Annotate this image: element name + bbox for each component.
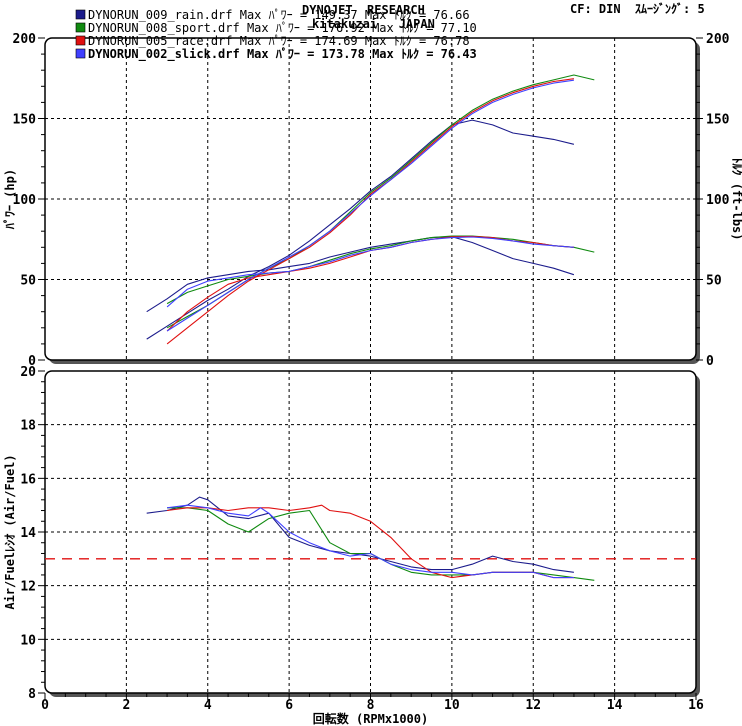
x-tick-label: 14 — [607, 698, 623, 713]
x-tick-label: 10 — [444, 698, 460, 713]
power-ytick-label: 50 — [20, 274, 36, 289]
x-tick-label: 4 — [204, 698, 212, 713]
x-tick-label: 6 — [285, 698, 293, 713]
brand-title: DYNOJET RESEARCH — [302, 3, 425, 17]
x-tick-label: 0 — [41, 698, 49, 713]
power-ytick-label-right: 150 — [706, 113, 730, 128]
power-series-6 — [166, 79, 574, 332]
power-series-3 — [166, 235, 595, 305]
power-series-7 — [166, 236, 574, 308]
legend-swatch — [75, 48, 86, 59]
legend-entry: DYNORUN_002_slick.drf Max ﾊﾟﾜｰ = 173.78 … — [88, 46, 477, 62]
power-series-4 — [166, 78, 574, 345]
brand-subtitle: kitakuzai JAPAN — [312, 17, 435, 31]
power-ytick-label-right: 200 — [706, 32, 730, 47]
power-axis-label: ﾊﾟﾜｰ (hp) — [2, 169, 17, 230]
power-ytick-label: 100 — [13, 193, 37, 208]
rpm-axis-label: 回転数 (RPMx1000) — [313, 711, 428, 726]
x-tick-label: 8 — [367, 698, 375, 713]
af-series-3 — [167, 504, 574, 579]
power-ytick-label: 0 — [28, 354, 36, 369]
af-ytick-label: 8 — [28, 687, 36, 702]
power-series-1 — [146, 236, 575, 313]
torque-axis-label: ﾄﾙｸ (ft-lbs) — [730, 157, 742, 240]
legend-entry: DYNORUN_009_rain.drf Max ﾊﾟﾜｰ = 149.37 M… — [88, 8, 470, 22]
legend-entry: DYNORUN_008_sport.drf Max ﾊﾟﾜｰ = 176.92 … — [88, 21, 477, 35]
af-axis-label: Air/Fuelﾚｼｵ (Air/Fuel) — [3, 454, 17, 609]
legend-entry: DYNORUN_005_race.drf Max ﾊﾟﾜｰ = 174.69 M… — [88, 34, 470, 48]
x-tick-label: 16 — [688, 698, 704, 713]
legend-swatch — [75, 22, 86, 33]
af-ytick-label: 14 — [20, 526, 36, 541]
af-ytick-label: 12 — [20, 580, 36, 595]
x-tick-label: 12 — [525, 698, 541, 713]
af-ytick-label: 10 — [20, 633, 36, 648]
legend-swatch — [75, 35, 86, 46]
power-series-0 — [146, 119, 575, 340]
power-ytick-label-right: 100 — [706, 193, 730, 208]
x-tick-label: 2 — [122, 698, 130, 713]
af-ytick-label: 18 — [20, 419, 36, 434]
power-ytick-label: 150 — [13, 113, 37, 128]
power-ytick-label-right: 50 — [706, 274, 722, 289]
correction-info: CF: DIN ｽﾑｰｼﾞﾝｸﾞ: 5 — [570, 2, 705, 16]
af-ytick-label: 20 — [20, 365, 36, 380]
af-ytick-label: 16 — [20, 472, 36, 487]
power-ytick-label-right: 0 — [706, 354, 714, 369]
power-ytick-label: 200 — [13, 32, 37, 47]
legend-swatch — [75, 9, 86, 20]
